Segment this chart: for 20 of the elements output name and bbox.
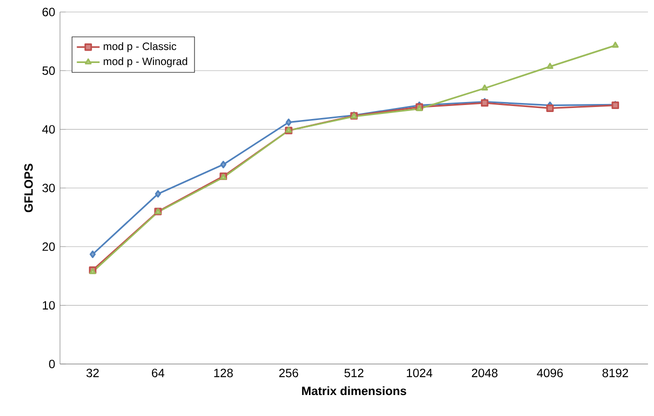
x-axis-title: Matrix dimensions [302,386,406,396]
x-tick-label: 2048 [472,368,498,378]
y-tick-label: 40 [42,125,55,134]
y-tick-label: 30 [42,184,55,192]
y-tick-label: 0 [49,360,55,368]
y-tick-label: 10 [42,301,55,310]
x-tick-label: 64 [152,368,164,378]
y-tick-label: 20 [42,242,55,251]
legend-label: mod p - Classic [104,42,176,52]
x-tick-label: 512 [344,368,364,378]
x-tick-label: 4096 [536,368,563,378]
x-tick-label: 128 [214,368,233,378]
x-tick-label: 32 [86,368,99,378]
legend-label: mod p - Winograd [104,57,188,68]
x-tick-label: 256 [279,368,298,378]
y-axis-title: GFLOPS [24,164,33,212]
x-tick-label: 1024 [406,368,432,378]
y-tick-label: 50 [42,66,55,75]
y-tick-label: 60 [42,8,55,16]
x-tick-label: 8192 [602,368,628,378]
